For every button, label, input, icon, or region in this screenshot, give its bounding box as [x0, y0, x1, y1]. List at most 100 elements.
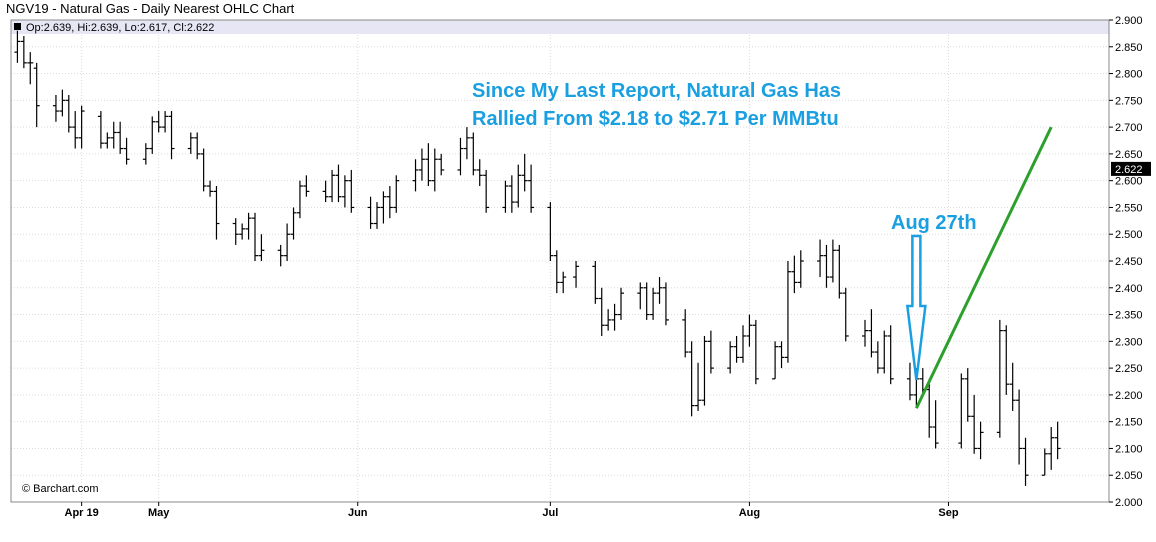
y-tick-label: 2.000 — [1115, 497, 1143, 509]
ohlc-bar — [662, 282, 669, 326]
ohlc-bar — [72, 111, 79, 149]
ohlc-bar — [149, 116, 156, 154]
y-tick-label: 2.600 — [1115, 176, 1143, 188]
ohlc-bar — [868, 309, 875, 358]
ohlc-bar — [348, 169, 355, 213]
ohlc-bar — [335, 164, 342, 203]
ohlc-bar — [187, 132, 194, 154]
ohlc-bar — [1009, 362, 1016, 411]
ohlc-bar — [284, 223, 291, 261]
ohlc-bar — [971, 394, 978, 454]
ohlc-bar — [200, 148, 207, 192]
y-tick-label: 2.350 — [1115, 310, 1143, 322]
marker-label: Aug 27th — [891, 212, 977, 234]
ohlc-bar — [964, 368, 971, 422]
ohlc-bar — [194, 132, 201, 160]
ohlc-bar — [33, 62, 40, 128]
ohlc-bar — [521, 153, 528, 192]
legend-swatch — [14, 23, 21, 30]
ohlc-bar — [695, 362, 702, 411]
y-tick-label: 2.850 — [1115, 42, 1143, 54]
ohlc-bar — [862, 319, 868, 347]
y-tick-label: 2.300 — [1115, 336, 1143, 348]
ohlc-bar — [727, 341, 734, 374]
ohlc-bar — [618, 287, 624, 320]
ohlc-bar — [778, 341, 785, 369]
ohlc-bar — [996, 319, 1003, 438]
ohlc-bar — [123, 137, 130, 165]
ohlc-bar — [656, 277, 663, 304]
ohlc-bar — [110, 121, 117, 149]
ohlc-bar — [476, 159, 483, 187]
x-tick-label: Sep — [938, 507, 958, 519]
down-arrow-icon — [905, 234, 927, 381]
ohlc-bar — [605, 309, 612, 331]
ohlc-bar — [412, 159, 419, 192]
ohlc-bar — [59, 89, 66, 117]
ohlc-bar — [155, 111, 162, 133]
ohlc-bar — [836, 244, 843, 299]
ohlc-bar — [380, 191, 387, 224]
ohlc-bar — [592, 261, 599, 304]
watermark: © Barchart.com — [22, 483, 99, 495]
headline-line1: Since My Last Report, Natural Gas Has — [472, 80, 841, 102]
ohlc-bar — [438, 153, 445, 176]
ohlc-bar — [162, 111, 169, 133]
ohlc-bar — [239, 223, 246, 240]
ohlc-bar — [341, 175, 348, 208]
ohlc-bar — [470, 132, 477, 176]
ohlc-bar — [296, 180, 303, 219]
ohlc-bar — [322, 180, 329, 203]
ohlc-bar — [258, 234, 265, 261]
ohlc-bar — [733, 335, 740, 363]
ohlc-bar — [213, 186, 220, 240]
ohlc-bar — [598, 287, 605, 336]
ohlc-bar — [78, 105, 85, 149]
ohlc-bar — [958, 373, 965, 449]
ohlc-bar — [637, 282, 644, 310]
legend-band — [11, 20, 1109, 34]
ohlc-bar — [97, 111, 104, 149]
y-tick-label: 2.050 — [1115, 470, 1143, 482]
y-tick-label: 2.450 — [1115, 256, 1143, 268]
ohlc-bar — [20, 36, 27, 69]
ohlc-bar — [1048, 427, 1055, 470]
ohlc-bar — [823, 244, 830, 288]
last-price-box — [1111, 161, 1151, 176]
ohlc-bar — [367, 196, 374, 229]
ohlc-bar — [386, 186, 393, 219]
ohlc-bar — [1016, 389, 1023, 465]
ohlc-bar — [27, 52, 34, 85]
ohlc-bar — [104, 132, 111, 149]
ohlc-bar — [277, 244, 284, 267]
ohlc-bar — [508, 175, 515, 213]
ohlc-bar — [772, 341, 779, 380]
x-tick-label: Jul — [542, 507, 558, 519]
ohlc-bar — [707, 330, 714, 374]
y-tick-label: 2.100 — [1115, 443, 1143, 455]
y-axis: 2.000 2.050 2.100 2.150 2.200 2.250 2.300 2.350… — [1109, 15, 1143, 509]
y-tick-label: 2.750 — [1115, 95, 1143, 107]
ohlc-bar — [829, 239, 836, 283]
y-tick-label: 2.550 — [1115, 202, 1143, 214]
last-price-tag: 2.622 — [1111, 161, 1151, 176]
ohlc-bar — [977, 421, 984, 460]
ohlc-bar — [528, 164, 535, 213]
x-tick-label: Aug — [739, 507, 760, 519]
ohlc-bar — [752, 319, 759, 385]
y-tick-label: 2.150 — [1115, 417, 1143, 429]
ohlc-bar — [560, 271, 567, 294]
last-price-label: 2.622 — [1115, 164, 1143, 176]
price-bars — [14, 30, 1061, 486]
ohlc-bar — [682, 309, 689, 358]
ohlc-bar — [463, 127, 470, 160]
ohlc-bar — [303, 175, 310, 197]
ohlc-bar — [425, 143, 432, 187]
y-tick-label: 2.900 — [1115, 15, 1143, 27]
ohlc-bar — [650, 287, 657, 320]
ohlc-bar — [1041, 448, 1048, 476]
headline-line2: Rallied From $2.18 to $2.71 Per MMBtu — [472, 108, 839, 130]
ohlc-bar — [887, 325, 894, 385]
ohlc-bar — [688, 341, 695, 417]
